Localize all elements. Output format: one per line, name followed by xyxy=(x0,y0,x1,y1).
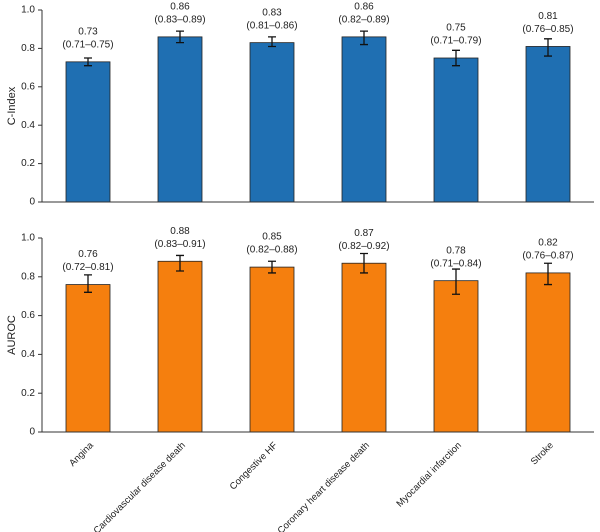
error-bar xyxy=(268,36,276,48)
bar xyxy=(433,280,479,433)
y-axis-label: C-Index xyxy=(6,86,18,125)
y-tick-label: 0 xyxy=(29,427,35,438)
y-tick-label: 0.4 xyxy=(21,349,35,360)
value-label: 0.86 xyxy=(354,2,374,13)
y-tick-label: 0.8 xyxy=(21,271,35,282)
bar xyxy=(525,46,571,203)
bar xyxy=(249,42,295,203)
error-bar xyxy=(452,49,460,67)
bar xyxy=(525,272,571,433)
y-tick-label: 0.4 xyxy=(21,120,35,131)
ci-label: (0.72–0.81) xyxy=(62,262,113,273)
error-bar xyxy=(544,38,552,57)
value-label: 0.82 xyxy=(538,238,558,249)
ci-label: (0.76–0.85) xyxy=(522,24,573,35)
value-label: 0.85 xyxy=(262,232,282,243)
value-label: 0.75 xyxy=(446,23,466,34)
x-tick-label: Coronary heart disease death xyxy=(276,440,372,532)
bar xyxy=(341,262,387,433)
y-tick-label: 0.6 xyxy=(21,81,35,92)
x-tick-label: Angina xyxy=(67,440,96,469)
error-bar xyxy=(452,268,460,295)
ci-label: (0.71–0.75) xyxy=(62,39,113,50)
error-bar xyxy=(360,30,368,46)
ci-label: (0.82–0.92) xyxy=(338,241,389,252)
error-bar xyxy=(84,274,92,293)
bar xyxy=(65,61,111,203)
y-tick-label: 1.0 xyxy=(21,233,35,244)
ci-label: (0.76–0.87) xyxy=(522,251,573,262)
value-label: 0.76 xyxy=(78,249,98,260)
value-label: 0.83 xyxy=(262,7,282,18)
value-label: 0.87 xyxy=(354,228,374,239)
ci-label: (0.83–0.89) xyxy=(154,15,205,26)
error-bar xyxy=(544,262,552,286)
x-tick-label: Myocardial infarction xyxy=(395,440,464,509)
y-tick-label: 0.2 xyxy=(21,158,35,169)
value-label: 0.86 xyxy=(170,2,190,13)
value-label: 0.88 xyxy=(170,226,190,237)
error-bar xyxy=(360,252,368,274)
error-bar xyxy=(176,30,184,44)
value-label: 0.81 xyxy=(538,11,558,22)
x-tick-label: Cardiovascular disease death xyxy=(92,440,188,532)
ci-label: (0.81–0.86) xyxy=(246,20,297,31)
bar xyxy=(249,266,295,433)
x-tick-label: Stroke xyxy=(529,440,556,467)
y-tick-label: 0.6 xyxy=(21,310,35,321)
value-label: 0.78 xyxy=(446,245,466,256)
bar xyxy=(433,57,479,203)
y-tick-label: 0.8 xyxy=(21,43,35,54)
ci-label: (0.82–0.89) xyxy=(338,15,389,26)
bar xyxy=(157,260,203,433)
ci-label: (0.82–0.88) xyxy=(246,245,297,256)
error-bar xyxy=(84,57,92,67)
ci-label: (0.83–0.91) xyxy=(154,239,205,250)
y-axis-label: AUROC xyxy=(6,315,18,355)
ci-label: (0.71–0.84) xyxy=(430,258,481,269)
bar xyxy=(65,284,111,433)
y-tick-label: 0.2 xyxy=(21,388,35,399)
y-tick-label: 1.0 xyxy=(21,5,35,16)
bar xyxy=(341,36,387,203)
error-bar xyxy=(176,254,184,272)
x-tick-label: Congestive HF xyxy=(228,440,280,492)
y-tick-label: 0 xyxy=(29,197,35,208)
ci-label: (0.71–0.79) xyxy=(430,36,481,47)
value-label: 0.73 xyxy=(78,26,98,37)
bar xyxy=(157,36,203,203)
error-bar xyxy=(268,260,276,274)
